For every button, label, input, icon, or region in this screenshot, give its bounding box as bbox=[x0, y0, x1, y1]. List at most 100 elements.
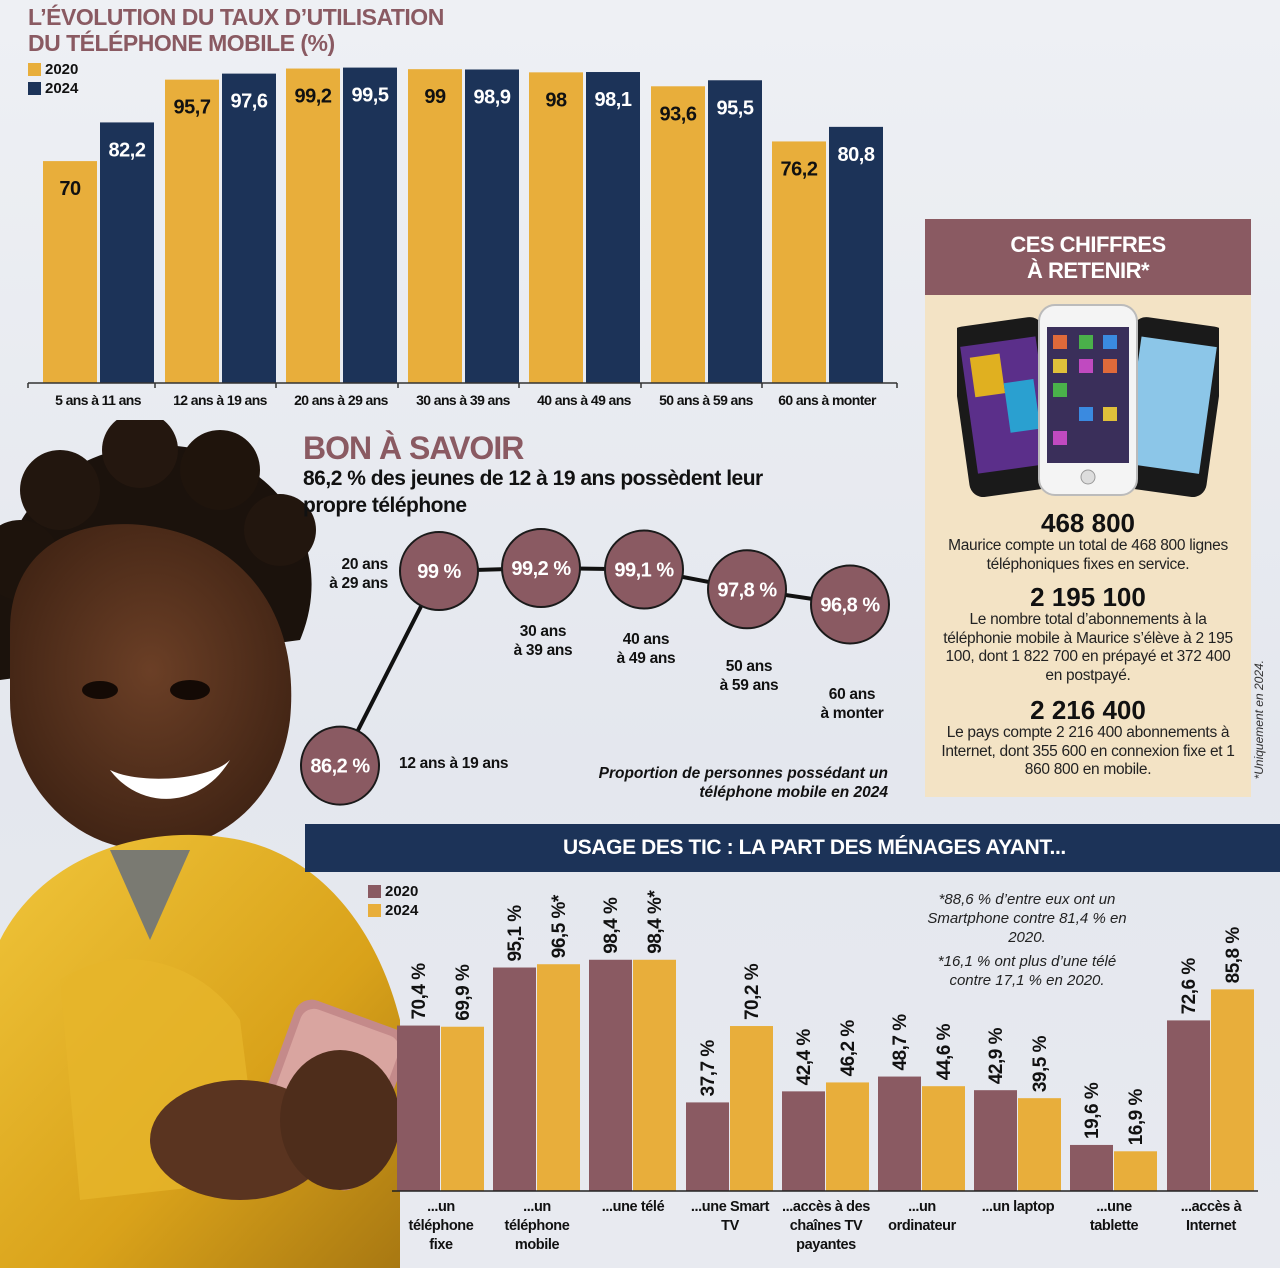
mobile-usage-bar-chart: 70 82,2 5 ans à 11 ans 95,7 97,6 12 ans à 19 … bbox=[27, 67, 898, 408]
legend-label-2020: 2020 bbox=[45, 61, 79, 78]
tic-bar-2024-7 bbox=[1114, 1151, 1157, 1191]
tic-bar-label-2020-8: 72,6 % bbox=[1179, 958, 1200, 1015]
tic-note-television: *16,1 % ont plus d’une télé contre 17,1 … bbox=[937, 953, 1117, 989]
tic-category-8: ...accès à Internet bbox=[1181, 1199, 1243, 1234]
bar-2020-3 bbox=[408, 69, 462, 384]
tic-bar-2020-0 bbox=[397, 1025, 440, 1191]
tic-legend-swatch-2020 bbox=[368, 885, 381, 898]
tic-bar-2024-8 bbox=[1211, 989, 1254, 1191]
bubble-chart-caption: Proportion de personnes possédant un tél… bbox=[598, 765, 888, 801]
key-figure-internet-subscriptions: 2 216 400 Le pays compte 2 216 400 abonn… bbox=[925, 696, 1251, 780]
bar-2024-3 bbox=[465, 69, 519, 383]
key-figures-box: CES CHIFFRES À RETENIR* 468 800 Maurice … bbox=[925, 219, 1251, 797]
bar-label-2024-5: 95,5 bbox=[717, 97, 754, 119]
tic-bar-label-2024-7: 16,9 % bbox=[1126, 1089, 1147, 1146]
bar-2024-2 bbox=[343, 67, 397, 384]
tic-bar-2020-2 bbox=[589, 959, 632, 1191]
tic-legend-label-2024: 2024 bbox=[385, 902, 419, 919]
tic-bar-2020-8 bbox=[1167, 1020, 1210, 1191]
bar-2020-1 bbox=[165, 79, 219, 384]
chart1-title-line1: L’ÉVOLUTION DU TAUX D’UTILISATION bbox=[28, 4, 444, 30]
key-figure-text: Le nombre total d’abonnements à la télép… bbox=[943, 611, 1233, 684]
key-figure-number: 2 195 100 bbox=[1030, 582, 1146, 612]
bubble-2 bbox=[501, 528, 581, 608]
mobile-ownership-bubble-chart: 86,2 % 99 % 99,2 % 99,1 % 97,8 % 96,8 % 12 ans… bbox=[300, 528, 890, 806]
bar-label-2020-0: 70 bbox=[59, 178, 81, 200]
tic-bar-2020-7 bbox=[1070, 1144, 1113, 1191]
bubble-category-1: 20 ans à 29 ans bbox=[329, 556, 388, 592]
tic-bar-2024-1 bbox=[537, 964, 580, 1191]
tic-note-smartphone: *88,6 % d’entre eux ont un Smartphone co… bbox=[927, 891, 1127, 946]
bar-label-2024-0: 82,2 bbox=[109, 139, 146, 161]
tic-category-0: ...un téléphone fixe bbox=[409, 1199, 474, 1253]
bar-label-2020-5: 93,6 bbox=[660, 103, 697, 125]
tic-bar-2024-0 bbox=[441, 1026, 484, 1191]
tic-bar-2024-3 bbox=[730, 1026, 773, 1191]
bar-label-2024-3: 98,9 bbox=[474, 86, 511, 108]
bubble-category-5: 60 ans à monter bbox=[820, 686, 883, 722]
bar-2020-4 bbox=[529, 72, 583, 383]
tic-bar-2020-5 bbox=[878, 1076, 921, 1191]
tic-bar-label-2024-8: 85,8 % bbox=[1223, 927, 1244, 984]
tic-category-4: ...accès à des chaînes TV payantes bbox=[782, 1199, 870, 1253]
tic-bar-label-2024-3: 70,2 % bbox=[742, 963, 763, 1020]
key-figure-mobile-subscriptions: 2 195 100 Le nombre total d’abonnements … bbox=[925, 583, 1251, 685]
legend-label-2024: 2024 bbox=[45, 80, 79, 97]
bubble-1 bbox=[399, 531, 479, 612]
bubble-value-3: 99,1 % bbox=[614, 560, 674, 582]
tic-bar-2020-4 bbox=[782, 1091, 825, 1191]
bubble-value-4: 97,8 % bbox=[717, 579, 777, 601]
tic-bar-2024-2 bbox=[633, 959, 676, 1191]
key-figure-text: Maurice compte un total de 468 800 ligne… bbox=[948, 537, 1228, 573]
bar-label-2020-1: 95,7 bbox=[174, 97, 211, 119]
bar-2024-5 bbox=[708, 80, 762, 383]
tic-bar-label-2020-1: 95,1 % bbox=[505, 905, 526, 962]
bar-2020-6 bbox=[772, 141, 826, 383]
legend-item-2020: 2020 bbox=[28, 60, 78, 79]
key-figure-number: 468 800 bbox=[1041, 508, 1135, 538]
bubble-category-4: 50 ans à 59 ans bbox=[720, 658, 779, 694]
tic-bar-label-2020-0: 70,4 % bbox=[409, 963, 430, 1020]
bubble-4 bbox=[707, 549, 787, 630]
bar-label-2020-6: 76,2 bbox=[781, 158, 818, 180]
bar-label-2024-1: 97,6 bbox=[231, 91, 268, 113]
bar-2024-4 bbox=[586, 72, 640, 383]
tic-bar-2020-1 bbox=[493, 967, 536, 1191]
bar-2020-0 bbox=[43, 161, 97, 383]
x-tick-label-5: 50 ans à 59 ans bbox=[659, 392, 754, 408]
tic-legend-swatch-2024 bbox=[368, 904, 381, 917]
child-with-phone-illustration bbox=[0, 420, 400, 1268]
bar-2020-2 bbox=[286, 68, 340, 383]
bubble-value-1: 99 % bbox=[417, 561, 461, 583]
bubble-value-0: 86,2 % bbox=[310, 756, 370, 778]
bubble-category-0: 12 ans à 19 ans bbox=[399, 755, 508, 772]
tic-category-1: ...un téléphone mobile bbox=[505, 1199, 570, 1253]
tic-bar-label-2020-7: 19,6 % bbox=[1082, 1082, 1103, 1139]
tic-bar-label-2020-3: 37,7 % bbox=[698, 1040, 719, 1097]
bar-label-2024-2: 99,5 bbox=[352, 85, 389, 107]
tic-bar-label-2020-6: 42,9 % bbox=[986, 1027, 1007, 1084]
tic-bar-label-2024-5: 44,6 % bbox=[934, 1023, 955, 1080]
tic-legend-item-2024: 2024 bbox=[368, 901, 418, 920]
tic-bar-label-2024-2: 98,4 %* bbox=[645, 890, 666, 954]
x-tick-label-0: 5 ans à 11 ans bbox=[55, 392, 142, 408]
legend-item-2024: 2024 bbox=[28, 79, 78, 98]
bar-label-2024-4: 98,1 bbox=[595, 89, 632, 111]
chart1-title: L’ÉVOLUTION DU TAUX D’UTILISATION DU TÉL… bbox=[28, 4, 444, 56]
bar-label-2024-6: 80,8 bbox=[838, 144, 875, 166]
tic-bar-label-2020-4: 42,4 % bbox=[794, 1029, 815, 1086]
bar-2024-1 bbox=[222, 73, 276, 383]
bubble-category-3: 40 ans à 49 ans bbox=[617, 631, 676, 667]
chart1-legend: 2020 2024 bbox=[28, 60, 78, 98]
tic-category-7: ...une tablette bbox=[1090, 1199, 1139, 1234]
tic-legend-label-2020: 2020 bbox=[385, 883, 419, 900]
tic-title-bar: USAGE DES TIC : LA PART DES MÉNAGES AYAN… bbox=[305, 824, 1280, 872]
bar-2024-0 bbox=[100, 122, 154, 384]
bon-a-savoir-subtitle: 86,2 % des jeunes de 12 à 19 ans possède… bbox=[303, 467, 763, 517]
tic-bar-label-2024-6: 39,5 % bbox=[1030, 1035, 1051, 1092]
tic-legend-item-2020: 2020 bbox=[368, 882, 418, 901]
bar-label-2020-3: 99 bbox=[424, 86, 446, 108]
tic-bar-2024-4 bbox=[826, 1082, 869, 1191]
bar-label-2020-2: 99,2 bbox=[295, 86, 332, 108]
key-figure-number: 2 216 400 bbox=[1030, 695, 1146, 725]
